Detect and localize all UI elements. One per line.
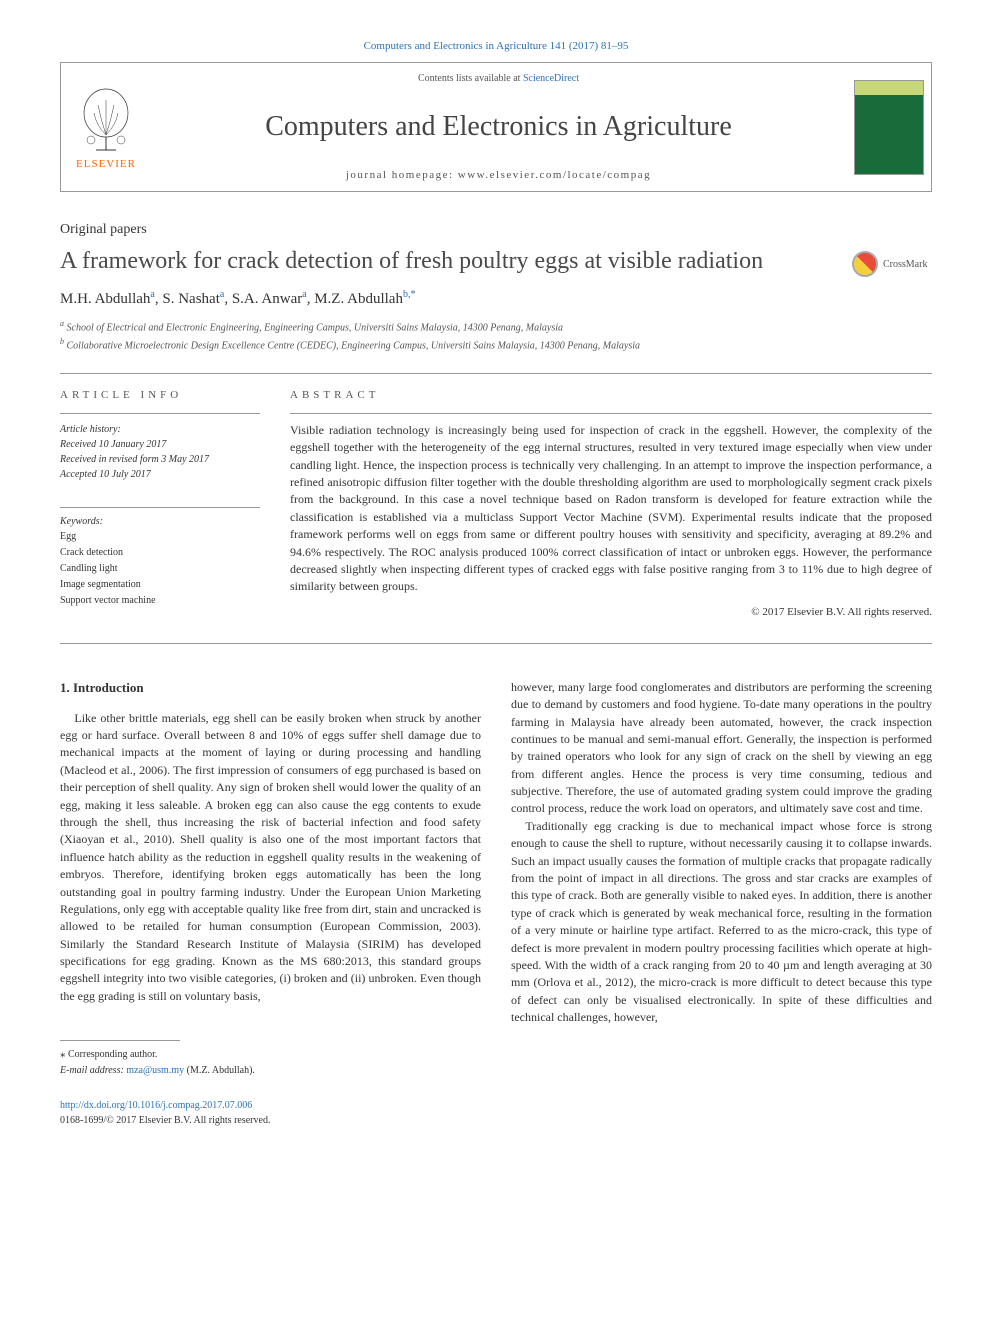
page-footer: http://dx.doi.org/10.1016/j.compag.2017.… [60,1098,481,1128]
contents-lists-line: Contents lists available at ScienceDirec… [151,73,846,84]
elsevier-tree-icon [76,85,136,155]
abstract-text: Visible radiation technology is increasi… [290,422,932,596]
divider [60,413,260,414]
journal-cover-icon [854,80,924,175]
aff-a-sup: a [60,319,64,328]
homepage-prefix: journal homepage: [346,169,458,181]
issn-copyright: 0168-1699/© 2017 Elsevier B.V. All right… [60,1113,481,1128]
author-3-aff: a [302,289,306,300]
intro-paragraph-2: however, many large food conglomerates a… [511,679,932,818]
author-2-aff: a [220,289,224,300]
corr-mark: ⁎ [60,1048,66,1060]
elsevier-logo[interactable]: ELSEVIER [61,63,151,191]
sciencedirect-link[interactable]: ScienceDirect [523,73,579,84]
divider [60,643,932,644]
journal-title: Computers and Electronics in Agriculture [151,111,846,143]
authors-line: M.H. Abdullaha, S. Nashata, S.A. Anwara,… [60,289,932,308]
abstract-copyright: © 2017 Elsevier B.V. All rights reserved… [290,606,932,618]
article-title: A framework for crack detection of fresh… [60,246,932,277]
divider [290,413,932,414]
keyword: Egg [60,529,260,545]
keyword: Support vector machine [60,593,260,609]
keyword: Image segmentation [60,577,260,593]
header-center: Contents lists available at ScienceDirec… [151,63,846,191]
affiliations: a School of Electrical and Electronic En… [60,318,932,353]
author-4-aff: b,* [403,289,416,300]
article-info-header: article info [60,389,260,401]
section-1-title: 1. Introduction [60,679,481,698]
author-4: M.Z. Abdullah [314,291,403,307]
divider [60,373,932,374]
keyword: Candling light [60,561,260,577]
intro-paragraph-1: Like other brittle materials, egg shell … [60,710,481,1006]
keywords-list: Egg Crack detection Candling light Image… [60,529,260,609]
intro-paragraph-3: Traditionally egg cracking is due to mec… [511,818,932,1027]
accepted-date: Accepted 10 July 2017 [60,467,260,482]
article-type: Original papers [60,222,932,238]
aff-b-text: Collaborative Microelectronic Design Exc… [67,340,641,351]
affiliation-b: b Collaborative Microelectronic Design E… [60,336,932,353]
journal-cover[interactable] [846,63,931,191]
author-1-aff: a [150,289,154,300]
footnote-divider [60,1040,180,1041]
body-column-right: however, many large food conglomerates a… [511,679,932,1128]
history-label: Article history: [60,422,260,437]
homepage-url[interactable]: www.elsevier.com/locate/compag [458,169,651,181]
meta-abstract-row: article info Article history: Received 1… [60,389,932,618]
keyword: Crack detection [60,545,260,561]
divider [60,507,260,508]
article-history: Article history: Received 10 January 201… [60,422,260,482]
contents-prefix: Contents lists available at [418,73,523,84]
article-info-column: article info Article history: Received 1… [60,389,260,618]
corr-email[interactable]: mza@usm.my [126,1065,184,1076]
crossmark-label: CrossMark [883,259,927,270]
journal-homepage: journal homepage: www.elsevier.com/locat… [151,169,846,181]
abstract-header: abstract [290,389,932,401]
top-citation-link[interactable]: Computers and Electronics in Agriculture… [60,40,932,52]
email-label: E-mail address: [60,1065,126,1076]
aff-a-text: School of Electrical and Electronic Engi… [67,323,564,334]
body-columns: 1. Introduction Like other brittle mater… [60,679,932,1128]
affiliation-a: a School of Electrical and Electronic En… [60,318,932,335]
author-3: S.A. Anwar [232,291,302,307]
keywords-label: Keywords: [60,516,260,527]
email-suffix: (M.Z. Abdullah). [184,1065,255,1076]
elsevier-label: ELSEVIER [76,158,136,170]
aff-b-sup: b [60,337,64,346]
journal-header: ELSEVIER Contents lists available at Sci… [60,62,932,192]
crossmark-badge[interactable]: CrossMark [852,249,932,279]
received-date: Received 10 January 2017 [60,437,260,452]
corresponding-footnote: ⁎ Corresponding author. E-mail address: … [60,1046,481,1078]
doi-link[interactable]: http://dx.doi.org/10.1016/j.compag.2017.… [60,1098,481,1113]
abstract-column: abstract Visible radiation technology is… [290,389,932,618]
author-2: S. Nashat [162,291,220,307]
body-column-left: 1. Introduction Like other brittle mater… [60,679,481,1128]
author-1: M.H. Abdullah [60,291,150,307]
corr-label: Corresponding author. [68,1049,157,1060]
crossmark-icon [852,251,878,277]
revised-date: Received in revised form 3 May 2017 [60,452,260,467]
